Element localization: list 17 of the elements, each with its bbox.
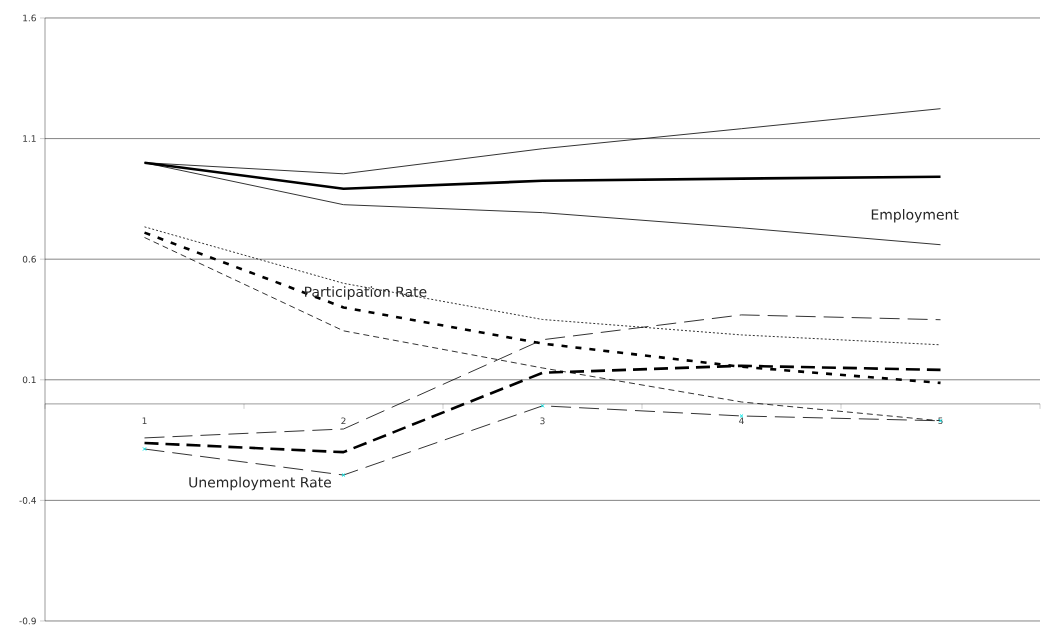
x-tick-label: 2 (341, 417, 346, 425)
x-tick-label: 5 (938, 417, 943, 425)
x-tick-label: 4 (739, 417, 744, 424)
point (142, 446, 147, 452)
x-tick-label: 3 (540, 417, 545, 425)
y-tick-label: 1.1 (23, 135, 36, 142)
point (341, 473, 346, 478)
x-tick-label: 1 (142, 417, 147, 424)
y-tick-label: 0.1 (22, 376, 36, 384)
y-tick-label: -0.4 (19, 496, 36, 504)
annotation: Participation Rate (305, 286, 427, 300)
y-tick-label: -0.9 (19, 617, 36, 625)
annotation: Employment (871, 209, 959, 223)
y-tick-label: 1.6 (23, 14, 36, 22)
y-tick-label: 0.6 (22, 255, 36, 263)
point (540, 403, 545, 408)
annotation: Unemployment Rate (189, 476, 332, 491)
